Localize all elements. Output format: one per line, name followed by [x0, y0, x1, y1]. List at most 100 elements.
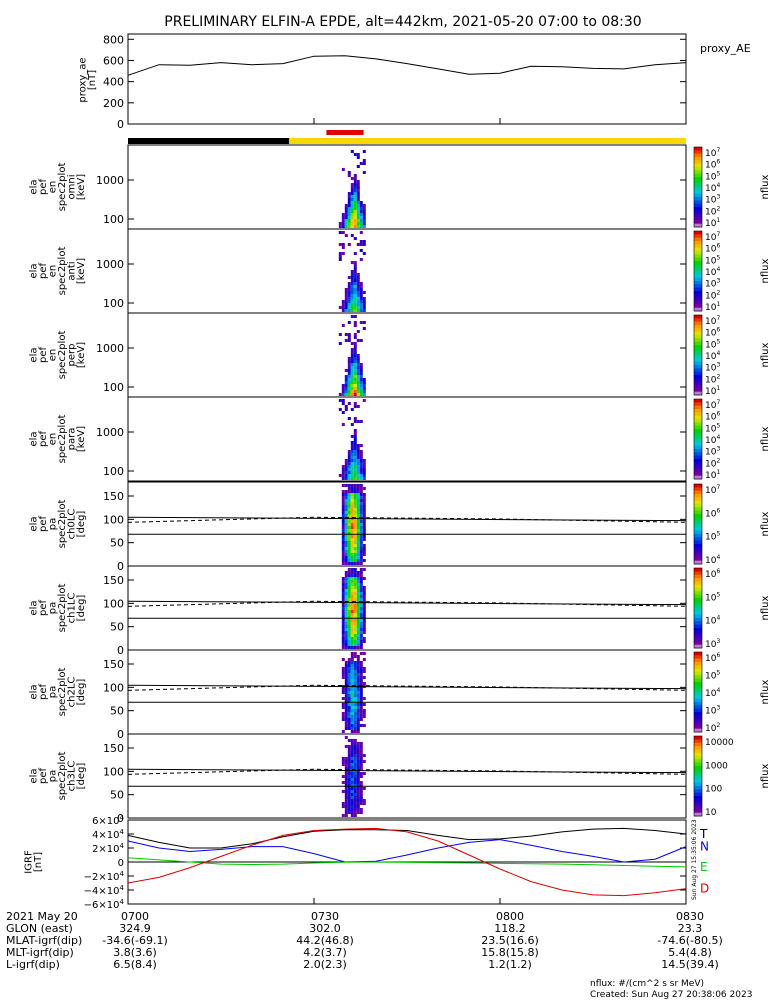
spectrogram-cell: [344, 538, 348, 541]
spectrogram-cell: [359, 474, 363, 477]
panel-frame: [127, 144, 687, 230]
spectrogram-cell: [359, 288, 363, 291]
spectrogram-cell: [341, 610, 345, 613]
spectrogram-cell: [347, 276, 351, 279]
spectrogram-cell: [344, 468, 348, 471]
spectrogram-cell: [353, 192, 357, 195]
spectrogram-cell: [359, 465, 363, 468]
y-axis-label-line: ch2LC: [66, 677, 77, 708]
spectrogram-cell: [359, 210, 363, 213]
spectrogram-cell: [344, 679, 348, 682]
spectrogram-cell: [356, 375, 360, 378]
spectrogram-cell: [344, 688, 348, 691]
spectrogram-cell: [362, 622, 366, 625]
spectrogram-cell: [344, 574, 348, 577]
spectrogram-cell: [347, 691, 351, 694]
spectrogram-cell: [362, 619, 366, 622]
colorbar-step: [694, 715, 702, 720]
spectrogram-cell: [350, 586, 354, 589]
spectrogram-cell: [344, 631, 348, 634]
spectrogram-cell: [341, 526, 345, 529]
spectrogram-cell: [353, 219, 357, 222]
colorbar-tick-label: 103: [705, 278, 720, 290]
spectrogram-cell: [344, 553, 348, 556]
colorbar-label: nflux: [760, 258, 771, 283]
spectrogram-cell: [347, 219, 351, 222]
spectrogram-cell: [353, 294, 357, 297]
y-tick-label: 100: [103, 681, 124, 694]
spectrogram-cell: [353, 490, 357, 493]
spectrogram-cell: [353, 640, 357, 643]
colorbar-step: [694, 540, 702, 545]
y-axis-label-line: spec2plot: [57, 415, 68, 464]
spectrogram-cell: [356, 300, 360, 303]
ephemeris-value: 15.8(15.8): [481, 946, 539, 959]
spectrogram-cell: [347, 393, 351, 396]
spectrogram-cell: [353, 550, 357, 553]
spectrogram-cell: [359, 547, 363, 550]
spectrogram-cell: [347, 706, 351, 709]
colorbar-step: [694, 527, 702, 532]
spectrogram-cell: [359, 637, 363, 640]
colorbar-step: [694, 581, 702, 586]
spectrogram-cell: [356, 745, 360, 748]
spectrogram-cell: [350, 640, 354, 643]
spectrogram-cell: [359, 652, 363, 655]
spectrogram-cell: [353, 348, 357, 351]
spectrogram-cell: [356, 354, 360, 357]
spectrogram-cell: [344, 523, 348, 526]
spectrogram-cell: [356, 225, 360, 228]
spectrogram-cell: [356, 459, 360, 462]
spectrogram-cell: [356, 372, 360, 375]
spectrogram-cell: [347, 378, 351, 381]
spectrogram-cell: [347, 468, 351, 471]
spectrogram-cell: [356, 502, 360, 505]
spectrogram-cell: [350, 721, 354, 724]
spectrogram-cell: [347, 532, 351, 535]
colorbar-step: [694, 409, 702, 413]
spectrogram-cell: [347, 222, 351, 225]
spectrogram-cell: [350, 631, 354, 634]
spectrogram-cell: [356, 700, 360, 703]
y-axis-label-line: [deg]: [76, 511, 87, 538]
spectrogram-cell: [350, 216, 354, 219]
spectrogram-cell: [359, 529, 363, 532]
spectrogram-cell: [347, 559, 351, 562]
spectrogram-cell: [353, 568, 357, 571]
spectrogram-cell: [359, 162, 363, 165]
spectrogram-cell: [347, 360, 351, 363]
spectrogram-cell: [347, 754, 351, 757]
y-tick-label: 2×104: [92, 842, 124, 855]
spectrogram-cell: [359, 751, 363, 754]
spectrogram-cell: [344, 706, 348, 709]
spectrogram-cell: [362, 327, 366, 330]
colorbar-step: [694, 644, 702, 649]
spectrogram-cell: [353, 721, 357, 724]
spectrogram-cell: [347, 607, 351, 610]
spectrogram-cell: [344, 544, 348, 547]
colorbar-step: [694, 574, 702, 579]
colorbar-step: [694, 251, 702, 255]
spectrogram-cell: [359, 453, 363, 456]
spectrogram-cell: [350, 724, 354, 727]
spectrogram-cell: [356, 189, 360, 192]
colorbar-label: nflux: [760, 595, 771, 620]
spectrogram-cell: [362, 321, 366, 324]
spectrogram-cell: [341, 706, 345, 709]
spectrogram-cell: [362, 252, 366, 255]
spectrogram-cell: [344, 607, 348, 610]
colorbar-step: [694, 497, 702, 502]
spectrogram-cell: [362, 219, 366, 222]
y-tick-label: 50: [110, 789, 124, 802]
spectrogram-cell: [359, 670, 363, 673]
spectrogram-cell: [356, 243, 360, 246]
ephemeris-value: 5.4(4.8): [668, 946, 712, 959]
spectrogram-cell: [353, 210, 357, 213]
spectrogram-cell: [347, 303, 351, 306]
spectrogram-cell: [362, 535, 366, 538]
colorbar-step: [694, 682, 702, 686]
spectrogram-cell: [362, 477, 366, 480]
